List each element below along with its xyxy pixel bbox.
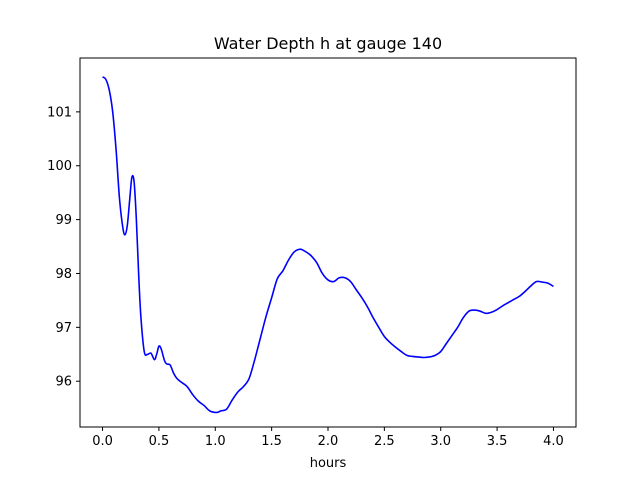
x-tick-label: 2.5 <box>374 434 395 449</box>
y-tick-label: 99 <box>55 213 72 228</box>
y-tick-label: 97 <box>55 321 72 336</box>
y-tick-label: 101 <box>47 105 72 120</box>
y-tick-label: 98 <box>55 267 72 282</box>
y-tick-label: 100 <box>47 159 72 174</box>
x-tick-label: 3.5 <box>487 434 508 449</box>
x-tick-label: 0.0 <box>92 434 113 449</box>
chart-title: Water Depth h at gauge 140 <box>214 34 442 53</box>
x-tick-label: 4.0 <box>543 434 564 449</box>
series-layer <box>102 76 554 414</box>
x-tick-label: 2.0 <box>318 434 339 449</box>
x-axis-label: hours <box>310 456 347 471</box>
y-tick-label: 96 <box>55 375 72 390</box>
x-tick-label: 3.0 <box>430 434 451 449</box>
x-tick-label: 1.5 <box>261 434 282 449</box>
y-axis: 96 97 98 99 100 101 <box>47 105 80 390</box>
series-line <box>102 76 554 414</box>
x-tick-label: 0.5 <box>149 434 170 449</box>
x-axis: 0.0 0.5 1.0 1.5 2.0 2.5 3.0 3.5 4.0 <box>92 427 564 449</box>
x-tick-label: 1.0 <box>205 434 226 449</box>
